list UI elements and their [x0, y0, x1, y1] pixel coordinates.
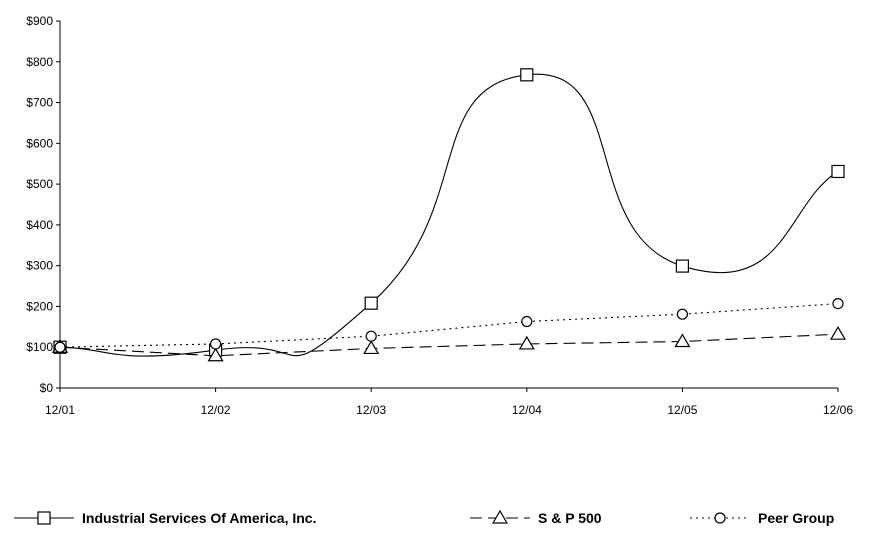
y-tick-label: $0	[40, 381, 54, 395]
legend: Industrial Services Of America, Inc. S & …	[14, 509, 834, 526]
data-point	[363, 340, 380, 355]
y-tick-label: $300	[26, 259, 53, 273]
series-triangle	[51, 325, 847, 362]
x-tick-label: 12/06	[823, 403, 853, 417]
legend-marker	[714, 512, 726, 524]
legend-marker	[491, 509, 509, 524]
series-square	[53, 68, 845, 357]
legend-item: S & P 500	[470, 509, 602, 526]
data-point	[520, 68, 534, 82]
legend-item: Industrial Services Of America, Inc.	[14, 510, 316, 526]
y-tick-label: $800	[26, 55, 53, 69]
data-point	[365, 330, 377, 342]
legend-label: Industrial Services Of America, Inc.	[82, 510, 316, 526]
x-axis-ticks: 12/01 12/02 12/03 12/04 12/05 12/06	[45, 388, 853, 417]
data-point	[829, 325, 847, 340]
y-tick-label: $600	[26, 136, 53, 150]
data-point	[207, 347, 224, 362]
x-tick-label: 12/01	[45, 403, 75, 417]
data-point	[521, 315, 533, 328]
x-tick-label: 12/03	[356, 403, 386, 417]
axes	[59, 21, 838, 389]
x-tick-label: 12/04	[512, 403, 542, 417]
data-point	[210, 338, 222, 350]
data-point	[674, 333, 691, 348]
x-tick-label: 12/02	[201, 403, 231, 417]
legend-item: Peer Group	[690, 510, 834, 526]
data-point	[518, 335, 535, 350]
y-tick-label: $500	[26, 177, 53, 191]
data-point	[364, 296, 378, 310]
y-tick-label: $900	[26, 14, 53, 28]
data-point	[832, 297, 844, 310]
y-tick-label: $200	[26, 299, 53, 313]
series-line	[59, 303, 839, 348]
series-line	[59, 73, 839, 357]
y-tick-label: $100	[26, 340, 53, 354]
series-lines	[51, 68, 847, 362]
data-point	[675, 259, 690, 273]
data-point	[54, 341, 66, 353]
legend-label: S & P 500	[538, 510, 602, 526]
y-tick-label: $700	[26, 96, 53, 110]
legend-label: Peer Group	[758, 510, 834, 526]
data-point	[676, 308, 689, 320]
legend-marker	[37, 511, 51, 525]
series-line	[59, 333, 839, 357]
x-tick-label: 12/05	[667, 403, 697, 417]
y-tick-label: $400	[26, 218, 53, 232]
y-axis-ticks: $0 $100 $200 $300 $400 $500 $600 $700 $800 $900	[26, 14, 60, 395]
series-circle	[54, 297, 844, 353]
data-point	[831, 164, 845, 179]
